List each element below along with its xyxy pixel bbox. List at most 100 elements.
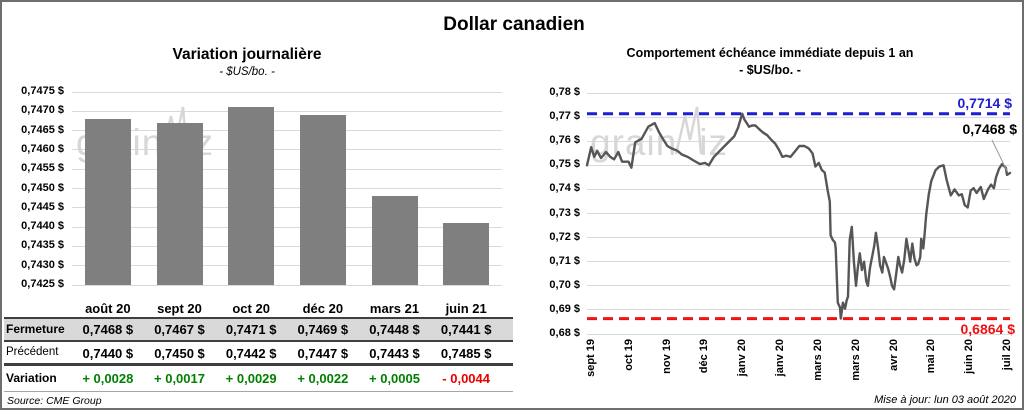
left-y-tick-label: 0,7465 $ — [21, 123, 64, 136]
right-y-tick-label: 0,78 $ — [549, 86, 580, 98]
right-gridline — [587, 188, 1010, 190]
table-cell: 0,7469 $ — [297, 322, 349, 337]
right-x-tick-label: oct 19 — [622, 339, 635, 371]
right-x-tick-label: avr 20 — [887, 339, 900, 371]
table-row-label: Variation — [6, 371, 57, 385]
table-cell: 0,7448 $ — [369, 322, 420, 337]
bar — [84, 119, 131, 285]
table-cell: 0,7450 $ — [154, 346, 205, 361]
left-gridline — [72, 265, 502, 267]
watermark-spike-icon — [675, 106, 703, 155]
table-cell: 0,7443 $ — [369, 346, 420, 361]
right-x-tick-label: juil 20 — [1001, 339, 1013, 371]
table-cell: + 0,0017 — [154, 371, 205, 386]
right-y-tick-label: 0,70 $ — [549, 278, 580, 291]
right-y-tick-label: 0,72 $ — [549, 230, 580, 243]
table-cell: + 0,0028 — [82, 371, 134, 386]
left-y-tick-label: 0,7430 $ — [21, 258, 64, 271]
right-y-tick-label: 0,69 $ — [549, 302, 580, 315]
left-y-tick-label: 0,7450 $ — [21, 181, 64, 194]
left-gridline — [72, 226, 502, 228]
right-x-tick-label: nov 19 — [660, 339, 673, 374]
bar — [371, 196, 418, 285]
right-y-tick-label: 0,71 $ — [549, 254, 580, 267]
left-y-tick-label: 0,7455 $ — [21, 162, 64, 175]
right-x-tick-label: sept 19 — [585, 339, 597, 377]
bar — [443, 223, 490, 285]
price-line-plot — [585, 112, 1012, 321]
right-y-tick-label: 0,75 $ — [549, 158, 580, 171]
left-y-tick-label: 0,7475 $ — [21, 85, 64, 97]
table-row-label: Fermeture — [6, 322, 65, 336]
right-y-tick-label: 0,74 $ — [549, 182, 580, 195]
table-column-header: août 20 — [85, 301, 131, 316]
left-gridline — [72, 284, 502, 286]
table-column-header: déc 20 — [302, 301, 344, 316]
left-y-tick-label: 0,7460 $ — [21, 142, 64, 155]
update-note: Mise à jour: lun 03 août 2020 — [874, 394, 1016, 406]
table-cell: 0,7468 $ — [82, 322, 134, 337]
table-cell: 0,7442 $ — [225, 346, 277, 361]
table-cell: 0,7467 $ — [154, 322, 205, 337]
left-gridline — [72, 91, 502, 93]
right-gridline — [587, 261, 1010, 263]
table-cell: + 0,0022 — [297, 371, 349, 386]
max-line-label: 0,7714 $ — [957, 95, 1013, 111]
bar — [299, 115, 346, 285]
table-cell: + 0,0005 — [369, 371, 420, 386]
bar — [228, 107, 275, 285]
right-gridline — [587, 285, 1010, 287]
left-y-tick-label: 0,7470 $ — [21, 104, 64, 117]
table-column-header: sept 20 — [157, 301, 202, 316]
table-column-header: oct 20 — [232, 301, 270, 316]
table-row-label: Précédent — [6, 346, 59, 358]
right-x-tick-label: janv 20 — [736, 339, 749, 377]
page-title: Dollar canadien — [443, 14, 585, 35]
left-gridline — [72, 245, 502, 247]
bar — [156, 122, 203, 285]
right-gridline — [587, 164, 1010, 166]
right-chart-subtitle: - $US/bo. - — [739, 63, 801, 77]
left-gridline — [72, 110, 502, 112]
right-y-tick-label: 0,76 $ — [549, 134, 580, 147]
table-cell: 0,7485 $ — [440, 346, 492, 361]
left-gridline — [72, 130, 502, 132]
last-point-label: 0,7468 $ — [962, 121, 1018, 137]
left-gridline — [72, 188, 502, 189]
left-chart-title: Variation journalière — [172, 46, 322, 63]
left-gridline — [72, 168, 502, 170]
left-chart-subtitle: - $US/bo. - — [219, 66, 275, 78]
right-y-tick-label: 0,77 $ — [549, 110, 580, 123]
right-x-tick-label: juin 20 — [963, 339, 976, 374]
left-gridline — [72, 149, 502, 151]
right-x-tick-label: mai 20 — [925, 339, 938, 374]
table-cell: 0,7447 $ — [297, 346, 349, 361]
table-divider — [4, 317, 513, 319]
right-y-tick-label: 0,73 $ — [549, 206, 580, 219]
right-y-tick-label: 0,68 $ — [549, 327, 580, 339]
table-divider — [4, 363, 513, 366]
table-cell: + 0,0029 — [225, 371, 277, 386]
right-x-tick-label: janv 20 — [774, 339, 787, 377]
right-gridline — [587, 213, 1010, 214]
watermark-text: iz — [699, 121, 729, 163]
right-gridline — [587, 309, 1010, 311]
left-y-tick-label: 0,7440 $ — [21, 220, 64, 233]
table-cell: 0,7441 $ — [440, 322, 492, 337]
right-gridline — [587, 140, 1010, 142]
min-line-label: 0,6864 $ — [960, 321, 1016, 337]
left-y-tick-label: 0,7425 $ — [21, 278, 64, 290]
right-chart-title: Comportement échéance immédiate depuis 1… — [626, 46, 914, 60]
left-gridline — [72, 207, 502, 209]
table-column-header: mars 21 — [369, 301, 420, 316]
right-gridline — [587, 116, 1010, 118]
source-note: Source: CME Group — [7, 395, 102, 407]
table-cell: 0,7440 $ — [82, 346, 134, 361]
table-row-highlight — [4, 319, 513, 340]
right-gridline — [587, 92, 1010, 94]
left-y-tick-label: 0,7435 $ — [21, 239, 64, 252]
right-x-tick-label: déc 19 — [698, 339, 711, 374]
right-gridline — [587, 237, 1010, 239]
right-x-tick-label: mars 20 — [849, 339, 862, 381]
